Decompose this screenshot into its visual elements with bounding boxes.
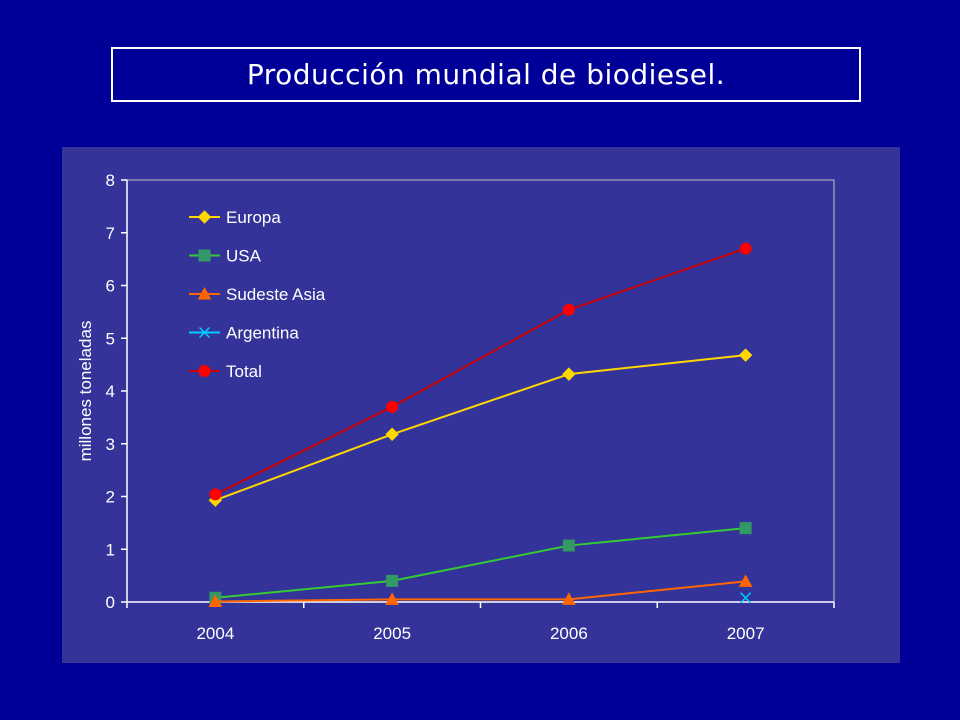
data-point-usa bbox=[386, 574, 399, 587]
data-point-usa bbox=[562, 539, 575, 552]
data-point-sudeste-asia bbox=[562, 592, 576, 605]
y-tick-label: 5 bbox=[106, 329, 115, 348]
data-point-total bbox=[739, 242, 752, 255]
legend-label-argentina: Argentina bbox=[226, 324, 299, 343]
y-tick-label: 2 bbox=[106, 488, 115, 507]
y-tick-label: 6 bbox=[106, 277, 115, 296]
legend-label-europa: Europa bbox=[226, 208, 281, 227]
data-point-sudeste-asia bbox=[385, 592, 399, 605]
series-line-europa bbox=[215, 354, 746, 502]
data-point-total bbox=[562, 303, 575, 316]
data-point-total bbox=[209, 488, 222, 501]
data-point-europa bbox=[738, 348, 753, 362]
x-tick-label: 2006 bbox=[550, 624, 588, 643]
data-point-usa bbox=[739, 522, 752, 535]
series-line-sudeste-asia bbox=[215, 580, 746, 603]
legend-label-usa: USA bbox=[226, 247, 262, 266]
data-point-sudeste-asia bbox=[738, 574, 753, 587]
x-tick-label: 2005 bbox=[373, 624, 411, 643]
plot-area bbox=[126, 179, 835, 603]
legend-label-total: Total bbox=[226, 362, 262, 381]
x-tick-label: 2007 bbox=[727, 624, 765, 643]
slide-title: Producción mundial de biodiesel. bbox=[246, 58, 726, 91]
y-tick-label: 7 bbox=[106, 224, 115, 243]
y-tick-label: 4 bbox=[106, 382, 115, 401]
y-axis-label: millones toneladas bbox=[76, 321, 95, 462]
data-point-total bbox=[386, 400, 399, 413]
x-tick-label: 2004 bbox=[196, 624, 234, 643]
y-tick-label: 1 bbox=[106, 540, 115, 559]
series-line-total bbox=[214, 247, 746, 496]
legend-marker-total bbox=[198, 365, 211, 377]
data-point-europa bbox=[385, 427, 399, 441]
y-tick-label: 0 bbox=[106, 593, 115, 612]
legend-marker-europa bbox=[197, 210, 212, 224]
legend-label-sudeste-asia: Sudeste Asia bbox=[226, 285, 326, 304]
legend-marker-usa bbox=[198, 249, 211, 262]
y-tick-label: 3 bbox=[106, 435, 115, 454]
legend-marker-argentina bbox=[198, 326, 211, 339]
legend-marker-sudeste-asia bbox=[197, 286, 212, 300]
data-point-sudeste-asia bbox=[208, 594, 223, 607]
series-line-usa bbox=[215, 527, 746, 599]
slide-title-box: Producción mundial de biodiesel. bbox=[111, 47, 861, 102]
y-tick-label: 8 bbox=[106, 171, 115, 190]
data-point-argentina bbox=[740, 592, 752, 604]
data-point-europa bbox=[562, 367, 576, 381]
